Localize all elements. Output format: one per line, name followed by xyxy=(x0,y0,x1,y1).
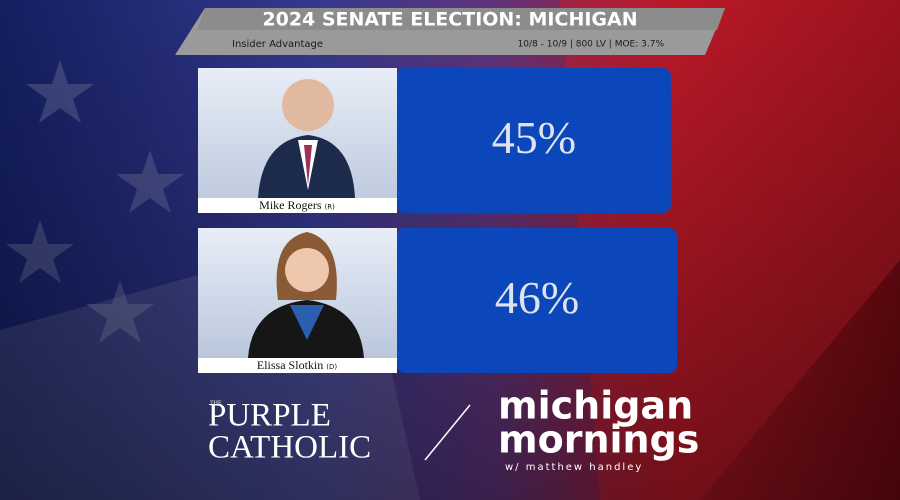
name-strip xyxy=(198,198,397,213)
brand-right: mornings xyxy=(498,418,699,462)
chart-title: 2024 SENATE ELECTION: MICHIGAN xyxy=(262,9,637,31)
brand-small: THE xyxy=(210,400,222,406)
poll-info: 10/8 - 10/9 | 800 LV | MOE: 3.7% xyxy=(518,40,665,50)
candidate-name: Mike Rogers xyxy=(259,198,322,212)
value-label: 45% xyxy=(492,112,576,163)
source: Insider Advantage xyxy=(232,39,323,50)
photo-2 xyxy=(198,228,397,358)
brand-left: PURPLE xyxy=(208,398,331,434)
divider xyxy=(424,404,471,461)
brand-left: CATHOLIC xyxy=(208,430,371,466)
party: (R) xyxy=(325,203,336,211)
brand-right: michigan xyxy=(498,384,693,428)
name-strip xyxy=(198,358,397,373)
brand-tagline: w/ matthew handley xyxy=(505,462,643,473)
value-label: 46% xyxy=(495,272,579,323)
party: (D) xyxy=(326,363,337,371)
bar xyxy=(397,68,671,213)
title-band xyxy=(197,8,725,30)
bar xyxy=(397,228,677,373)
candidate-name: Elissa Slotkin xyxy=(257,358,323,372)
photo-1 xyxy=(198,68,397,213)
